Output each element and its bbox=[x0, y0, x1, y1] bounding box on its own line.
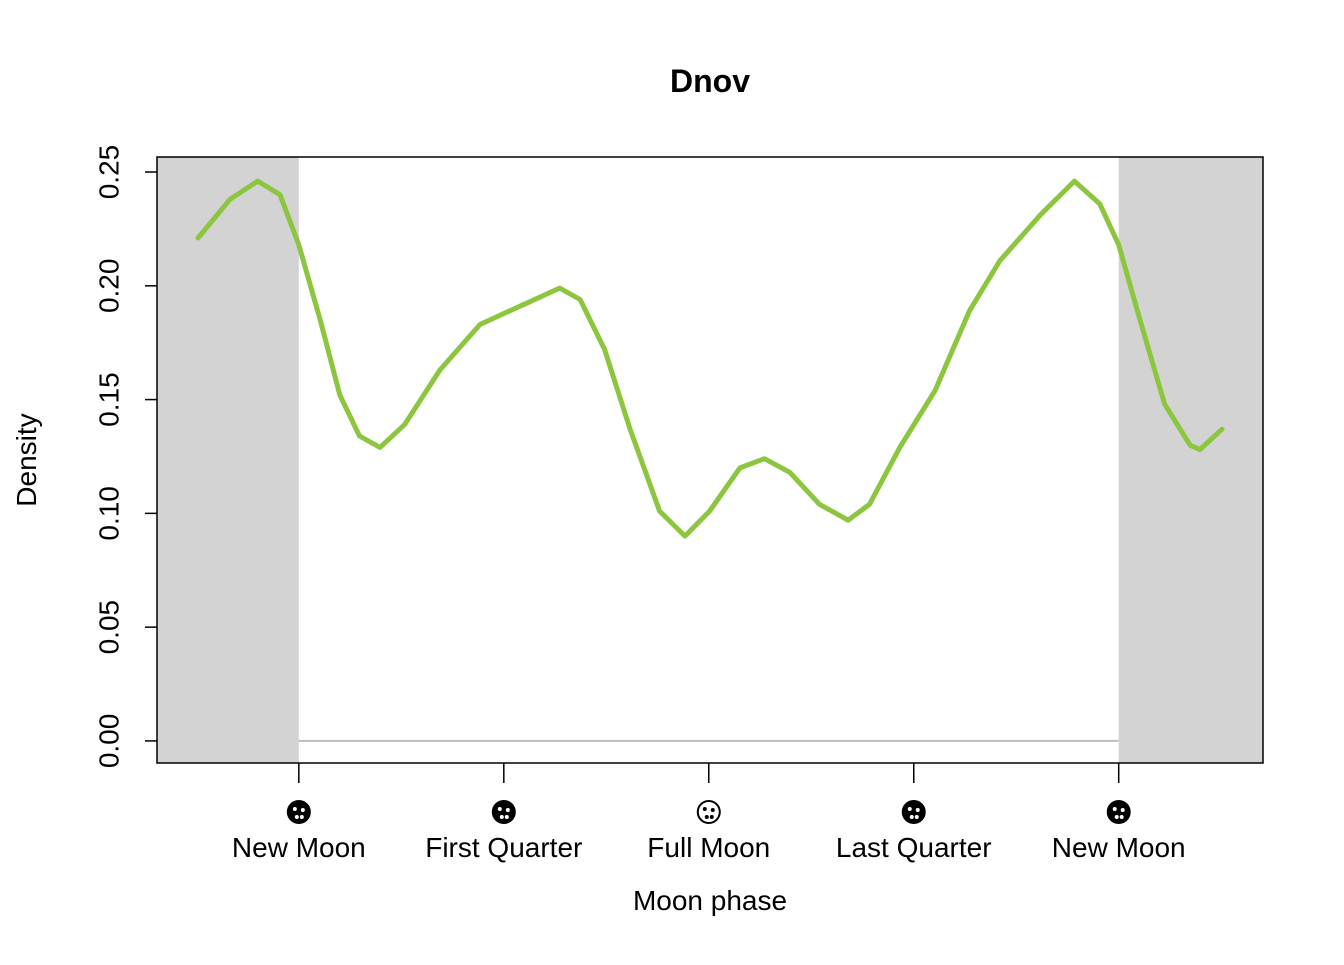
moon-crater bbox=[1114, 815, 1119, 819]
moon-crater bbox=[1119, 815, 1124, 819]
shade-left bbox=[157, 157, 299, 763]
moon-icon bbox=[286, 800, 311, 824]
x-axis-title: Moon phase bbox=[633, 885, 787, 916]
y-tick-label: 0.15 bbox=[93, 372, 124, 427]
y-tick-label: 0.25 bbox=[93, 145, 124, 200]
moon-crater bbox=[299, 815, 304, 819]
moon-icon bbox=[1106, 800, 1131, 824]
moon-icon bbox=[901, 800, 926, 824]
moon-crater bbox=[1120, 808, 1125, 812]
moon-crater bbox=[497, 807, 502, 811]
chart-title: Dnov bbox=[670, 63, 750, 99]
x-tick-label: First Quarter bbox=[425, 832, 582, 863]
moon-crater bbox=[914, 815, 919, 819]
moon-crater bbox=[1112, 807, 1117, 811]
moon-crater bbox=[504, 815, 509, 819]
moon-crater bbox=[300, 808, 305, 812]
moon-crater bbox=[294, 815, 299, 819]
y-tick-label: 0.20 bbox=[93, 259, 124, 314]
shade-right bbox=[1118, 157, 1263, 763]
x-tick-label: New Moon bbox=[1052, 832, 1186, 863]
moon-crater bbox=[292, 807, 297, 811]
moon-crater bbox=[499, 815, 504, 819]
y-tick-label: 0.10 bbox=[93, 486, 124, 541]
moon-crater bbox=[915, 808, 920, 812]
moon-crater bbox=[710, 808, 715, 812]
moon-icon bbox=[491, 800, 516, 824]
y-tick-label: 0.00 bbox=[93, 714, 124, 769]
moon-crater bbox=[702, 807, 707, 811]
moon-crater bbox=[505, 808, 510, 812]
x-tick-label: New Moon bbox=[232, 832, 366, 863]
moon-crater bbox=[704, 815, 709, 819]
x-tick-label: Last Quarter bbox=[836, 832, 992, 863]
x-tick-label: Full Moon bbox=[647, 832, 770, 863]
moon-icon bbox=[696, 800, 721, 824]
moon-crater bbox=[907, 807, 912, 811]
plot-frame bbox=[156, 156, 1264, 764]
density-line bbox=[195, 178, 1225, 539]
moon-crater bbox=[709, 815, 714, 819]
y-axis-title: Density bbox=[11, 413, 42, 506]
moon-crater bbox=[909, 815, 914, 819]
y-tick-label: 0.05 bbox=[93, 600, 124, 655]
